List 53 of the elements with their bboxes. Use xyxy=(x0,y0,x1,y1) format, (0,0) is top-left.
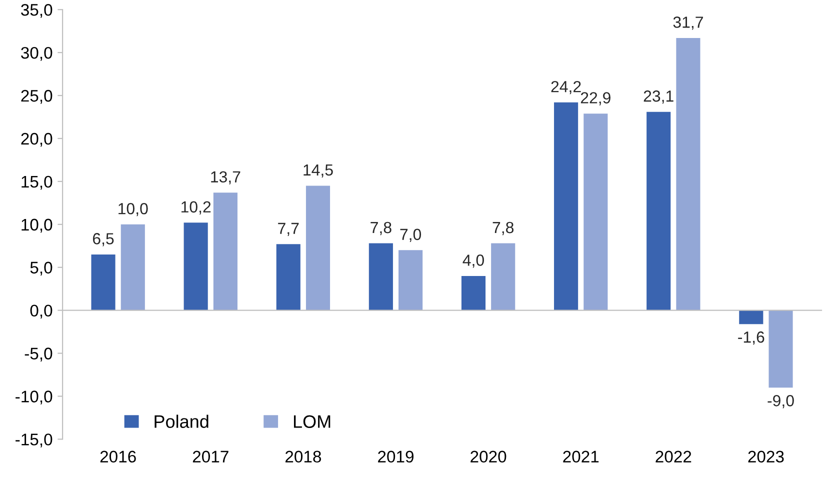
bar xyxy=(213,192,238,310)
bar xyxy=(768,310,793,388)
y-tick-label: -15,0 xyxy=(16,434,52,448)
y-tick-label: 0,0 xyxy=(30,304,52,318)
data-label: 4,0 xyxy=(462,254,484,268)
data-label: 10,2 xyxy=(182,201,211,214)
data-label: 7,8 xyxy=(370,222,392,236)
data-label: 22,9 xyxy=(580,92,610,106)
y-tick-label: -5,0 xyxy=(24,348,52,362)
x-tick-label: 2017 xyxy=(192,450,228,463)
data-label: 6,5 xyxy=(92,233,114,246)
x-tick-label: 2019 xyxy=(378,450,414,463)
bar xyxy=(676,38,700,310)
x-tick-label: 2021 xyxy=(563,450,599,463)
data-label: 13,7 xyxy=(211,171,240,184)
bar xyxy=(646,112,671,310)
y-tick-label: 10,0 xyxy=(22,218,52,233)
bar xyxy=(491,243,516,310)
data-label: 7,8 xyxy=(492,222,514,236)
legend-label: LOM xyxy=(294,415,330,428)
data-label: 23,1 xyxy=(644,90,674,104)
bar xyxy=(306,186,330,310)
x-tick-label: 2023 xyxy=(748,450,784,463)
bar xyxy=(91,254,116,310)
legend-label: Poland xyxy=(154,414,208,428)
bar xyxy=(398,250,423,310)
data-label: 24,2 xyxy=(551,80,581,94)
x-tick-label: 2018 xyxy=(285,450,322,463)
bar xyxy=(184,222,208,310)
data-label: 10,0 xyxy=(118,202,148,216)
bar xyxy=(461,276,486,310)
y-tick-label: 15,0 xyxy=(22,176,52,190)
y-tick-label: 30,0 xyxy=(21,46,52,61)
bar xyxy=(120,224,145,310)
data-label: 7,7 xyxy=(278,222,299,236)
y-tick-label: -10,0 xyxy=(16,390,52,404)
x-tick-label: 2016 xyxy=(100,450,136,463)
bar xyxy=(554,102,578,310)
data-label: -9,0 xyxy=(768,395,794,408)
x-tick-label: 2022 xyxy=(656,450,692,463)
data-label: -1,6 xyxy=(738,331,764,345)
y-tick-label: 5,0 xyxy=(30,262,52,276)
x-tick-label: 2020 xyxy=(470,450,506,463)
y-tick-label: 20,0 xyxy=(21,132,52,147)
data-label: 31,7 xyxy=(673,16,703,30)
y-tick-label: 25,0 xyxy=(21,90,52,104)
y-tick-label: 35,0 xyxy=(21,4,52,18)
bar xyxy=(276,244,300,310)
bar xyxy=(368,243,393,310)
bar xyxy=(739,310,764,324)
data-label: 7,0 xyxy=(400,228,422,242)
data-label: 14,5 xyxy=(304,164,333,178)
bar xyxy=(584,114,608,310)
